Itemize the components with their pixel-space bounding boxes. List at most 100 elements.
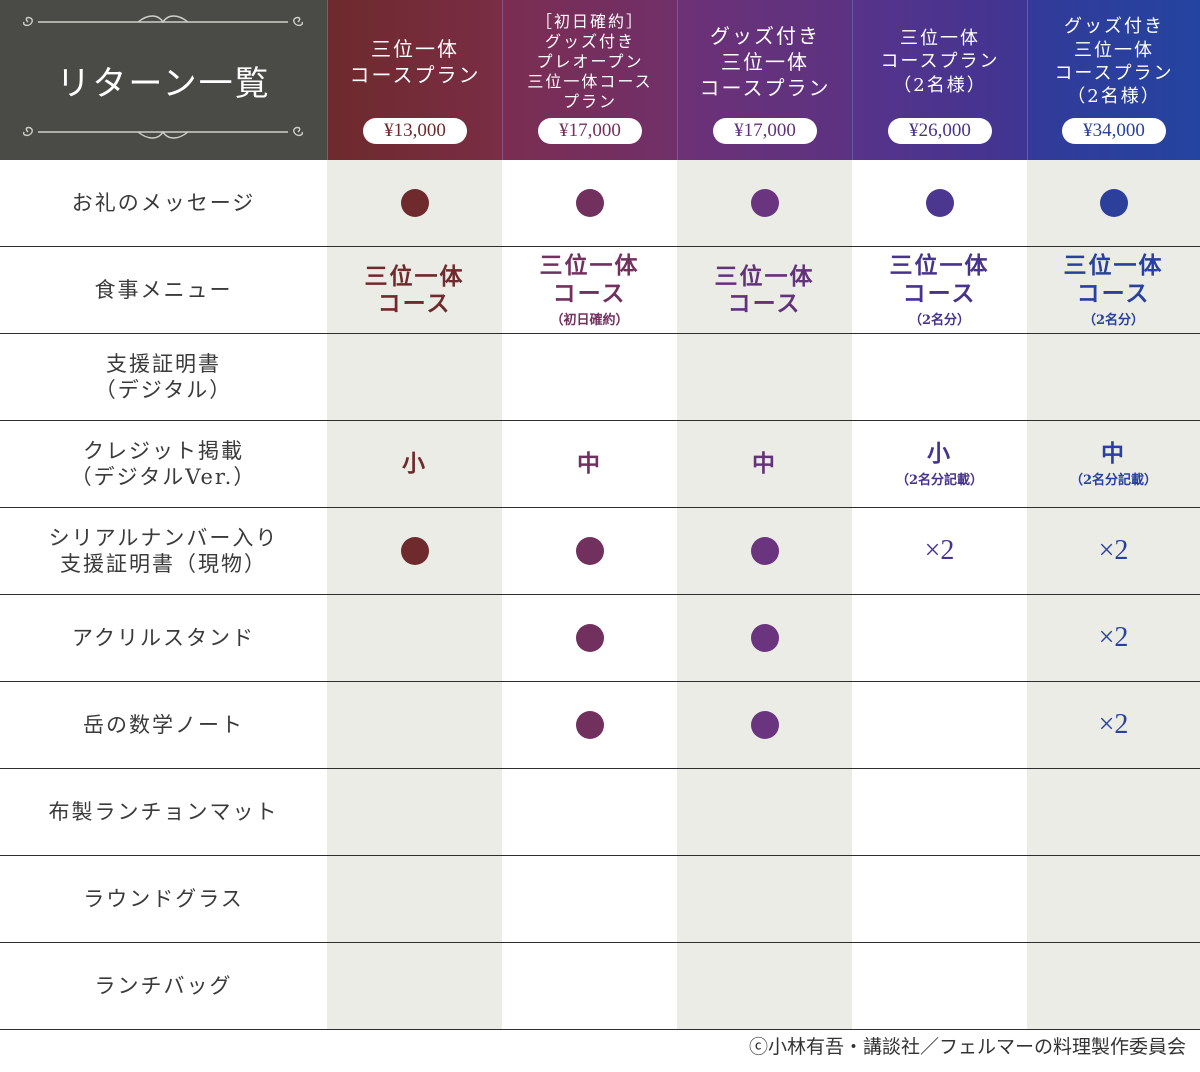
table-cell — [677, 508, 852, 595]
row-label: 支援証明書 （デジタル） — [0, 334, 327, 421]
cell-value-main: 中 — [577, 450, 602, 478]
table-cell — [502, 769, 677, 856]
cell-value-main: 三位一体 コース — [714, 262, 815, 317]
plan-name: グッズ付き 三位一体 コースプラン — [699, 24, 831, 100]
cell-value-main: 三位一体 コース — [1063, 252, 1164, 307]
cell-value: 三位一体 コース （初日確約） — [540, 252, 640, 327]
table-cell — [327, 682, 502, 769]
row-label: 食事メニュー — [0, 247, 327, 334]
cell-value-main: 中 — [752, 450, 777, 478]
table-cell: 中 （2名分記載） — [1027, 421, 1200, 508]
cell-value-note: （2名分記載） — [895, 473, 984, 489]
cell-value: 三位一体 コース （2名分） — [890, 252, 990, 327]
row-label: クレジット掲載 （デジタルVer.） — [0, 421, 327, 508]
table-cell — [677, 682, 852, 769]
quantity-value: ×2 — [1098, 709, 1129, 740]
cell-value-main: 三位一体 コース — [539, 252, 640, 307]
cell-value: 三位一体 コース — [715, 263, 815, 317]
table-cell — [677, 856, 852, 943]
cell-value-main: 中 — [1100, 439, 1126, 467]
table-cell — [852, 595, 1027, 682]
row-label: ランチバッグ — [0, 943, 327, 1030]
table-cell — [852, 769, 1027, 856]
cell-value-note: （2名分） — [1082, 312, 1145, 328]
table-cell: 中 — [677, 421, 852, 508]
table-cell — [502, 508, 677, 595]
table-cell: 三位一体 コース （2名分） — [852, 247, 1027, 334]
plan-header-1: 三位一体 コースプラン ¥13,000 — [327, 0, 502, 160]
included-dot-icon — [575, 711, 604, 739]
table-cell: ×2 — [1027, 682, 1200, 769]
table-cell — [852, 160, 1027, 247]
included-dot-icon — [400, 189, 429, 217]
table-cell — [327, 508, 502, 595]
included-dot-icon — [575, 537, 604, 565]
table-cell — [502, 160, 677, 247]
table-cell — [327, 160, 502, 247]
row-label: 岳の数学ノート — [0, 682, 327, 769]
table-cell: 中 — [502, 421, 677, 508]
table-cell — [852, 856, 1027, 943]
included-dot-icon — [1099, 189, 1128, 217]
cell-value: 三位一体 コース （2名分） — [1064, 252, 1164, 327]
price-badge: ¥34,000 — [1062, 118, 1166, 144]
table-cell — [327, 334, 502, 421]
included-dot-icon — [750, 711, 779, 739]
plan-header-2: ［初日確約］ グッズ付き プレオープン 三位一体コース プラン ¥17,000 — [502, 0, 677, 160]
cell-value: 中 （2名分記載） — [1070, 440, 1157, 488]
table-cell — [327, 595, 502, 682]
table-cell — [1027, 769, 1200, 856]
table-cell — [502, 595, 677, 682]
included-dot-icon — [750, 189, 779, 217]
table-cell — [327, 943, 502, 1030]
table-cell — [1027, 856, 1200, 943]
row-label: ラウンドグラス — [0, 856, 327, 943]
cell-value-note: （2名分記載） — [1069, 473, 1158, 489]
row-label: お礼のメッセージ — [0, 160, 327, 247]
included-dot-icon — [575, 189, 604, 217]
price-badge: ¥13,000 — [363, 118, 467, 144]
included-dot-icon — [575, 624, 604, 652]
cell-value-main: 小 — [402, 450, 427, 478]
table-title: リターン一覧 — [56, 63, 271, 104]
table-cell: 三位一体 コース — [327, 247, 502, 334]
plan-name: 三位一体 コースプラン （2名様） — [880, 27, 1000, 96]
table-cell: 小 （2名分記載） — [852, 421, 1027, 508]
table-cell — [852, 943, 1027, 1030]
plan-name: 三位一体 コースプラン — [349, 37, 481, 87]
table-cell — [677, 160, 852, 247]
return-table: リターン一覧 三位一体 コースプラン ¥13,000 ［初日確約］ グッズ付き プレ… — [0, 0, 1200, 1030]
price-badge: ¥26,000 — [888, 118, 992, 144]
plan-name: ［初日確約］ グッズ付き プレオープン 三位一体コース プラン — [527, 12, 653, 111]
row-label: アクリルスタンド — [0, 595, 327, 682]
table-cell: 三位一体 コース — [677, 247, 852, 334]
table-cell — [502, 943, 677, 1030]
price-badge: ¥17,000 — [538, 118, 642, 144]
price-badge: ¥17,000 — [713, 118, 817, 144]
cell-value-main: 三位一体 コース — [364, 262, 465, 317]
quantity-value: ×2 — [924, 535, 955, 566]
included-dot-icon — [750, 537, 779, 565]
cell-value-main: 三位一体 コース — [889, 252, 990, 307]
ornament-bottom-icon — [23, 126, 303, 139]
table-cell — [677, 943, 852, 1030]
table-cell — [677, 334, 852, 421]
table-cell: ×2 — [852, 508, 1027, 595]
table-cell — [502, 334, 677, 421]
cell-value: 中 — [577, 450, 602, 477]
row-label: 布製ランチョンマット — [0, 769, 327, 856]
cell-value: 中 — [752, 450, 777, 477]
included-dot-icon — [750, 624, 779, 652]
table-cell — [852, 682, 1027, 769]
cell-value: 小 — [402, 450, 427, 477]
table-cell — [327, 856, 502, 943]
quantity-value: ×2 — [1098, 535, 1129, 566]
table-cell: ×2 — [1027, 508, 1200, 595]
table-cell — [1027, 943, 1200, 1030]
plan-header-3: グッズ付き 三位一体 コースプラン ¥17,000 — [677, 0, 852, 160]
cell-value-note: （2名分） — [908, 312, 971, 328]
table-cell — [502, 856, 677, 943]
plan-header-4: 三位一体 コースプラン （2名様） ¥26,000 — [852, 0, 1027, 160]
table-cell: 小 — [327, 421, 502, 508]
ornament-top-icon — [23, 15, 303, 27]
